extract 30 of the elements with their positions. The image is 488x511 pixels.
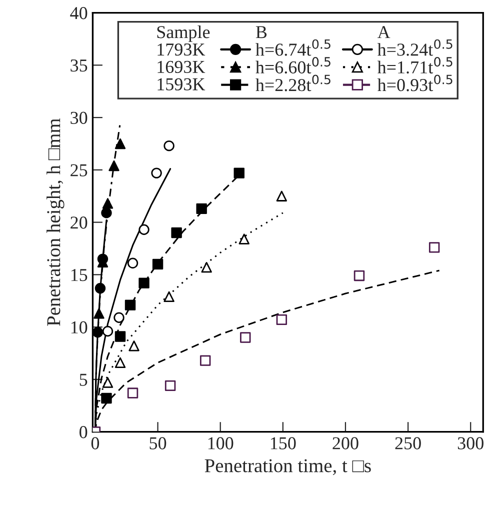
legend-label: h=1.71t$^{0.5}$ [377, 57, 452, 74]
y-tick-label: 40 [70, 7, 88, 20]
annotation: 1593K [158, 78, 206, 90]
annotation: A [377, 26, 390, 38]
legend-label: h=0.93t$^{0.5}$ [377, 74, 452, 92]
x-tick-label: 200 [332, 437, 358, 450]
legend-label: h=2.28t$^{0.5}$ [256, 74, 330, 92]
annotation: 1693K [158, 60, 206, 74]
y-tick-label: 5 [80, 374, 88, 386]
y-tick-label: 35 [70, 59, 88, 72]
x-tick-label: 0 [91, 437, 100, 450]
x-tick-label: 150 [270, 437, 296, 450]
y-axis-title: Penetration height, h □mm [46, 118, 64, 326]
annotation: 1793K [158, 43, 206, 56]
y-tick-label: 10 [71, 321, 88, 334]
y-tick-label: 15 [71, 269, 88, 282]
y-tick-label: 25 [70, 164, 88, 176]
y-tick-label: 20 [70, 216, 88, 229]
x-tick-label: 100 [208, 437, 234, 450]
annotation: B [256, 26, 267, 38]
x-tick-label: 250 [395, 437, 421, 450]
y-tick-label: 0 [80, 426, 88, 438]
y-tick-label: 30 [70, 112, 88, 124]
x-tick-label: 300 [458, 437, 484, 450]
x-axis-title: Penetration time, t □s [204, 459, 371, 476]
legend-label: h=3.24t$^{0.5}$ [377, 39, 452, 56]
legend-label: h=6.60t$^{0.5}$ [256, 57, 330, 74]
x-tick-label: 50 [150, 437, 166, 450]
legend-title: Sample [157, 26, 210, 42]
legend-label: h=6.74t$^{0.5}$ [256, 39, 330, 56]
